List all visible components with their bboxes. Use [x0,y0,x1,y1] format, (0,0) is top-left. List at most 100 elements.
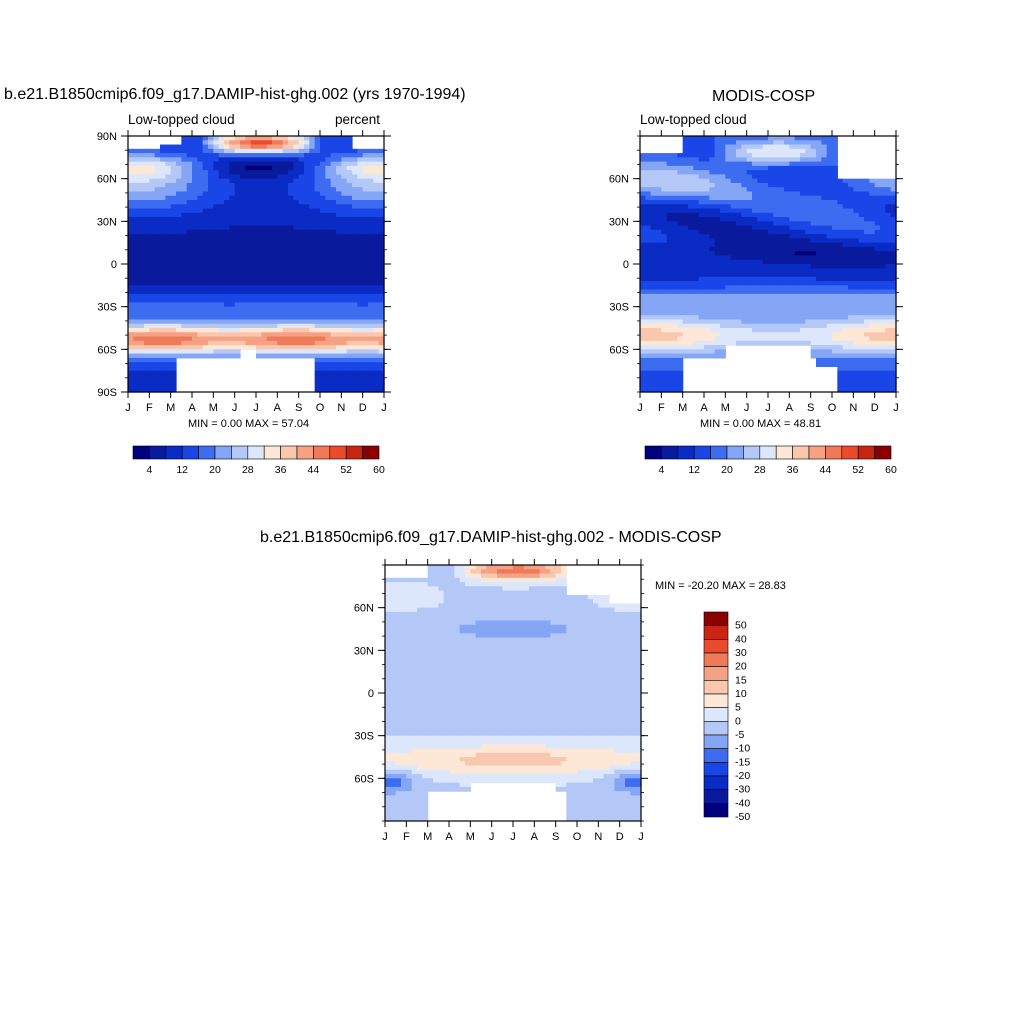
heatmap-cell [368,345,374,350]
heatmap-cell [784,285,790,291]
heatmap-cell [746,217,753,222]
heatmap-cell [858,242,865,248]
heatmap-cell [832,268,838,274]
heatmap-cell [325,165,332,171]
heatmap-cell [784,187,790,193]
heatmap-cell [202,302,209,308]
heatmap-cell [768,255,774,261]
heatmap-cell [784,238,790,244]
heatmap-cell [784,276,790,282]
heatmap-cell [853,246,860,252]
heatmap-cell [858,187,865,193]
heatmap-cell [272,136,278,141]
heatmap-cell [810,276,817,282]
heatmap-cell [352,208,358,214]
heatmap-cell [224,340,230,346]
heatmap-cell [714,161,721,167]
heatmap-cell [229,165,236,171]
heatmap-cell [245,259,252,265]
heatmap-cell [138,157,145,163]
heatmap-cell [741,204,748,210]
heatmap-cell [325,191,332,197]
heatmap-cell [773,195,780,201]
heatmap-cell [309,200,316,205]
heatmap-cell [234,285,241,291]
heatmap-cell [837,195,844,201]
heatmap-cell [693,148,700,154]
heatmap-cell [677,289,684,295]
heatmap-cell [709,217,716,222]
heatmap-cell [677,276,684,282]
heatmap-cell [192,170,198,175]
heatmap-cell [266,272,273,278]
heatmap-cell [640,191,646,197]
heatmap-cell [213,174,220,180]
heatmap-cell [160,221,166,227]
heatmap-cell [773,204,780,210]
heatmap-cell [736,246,742,252]
heatmap-cell [266,182,273,188]
heatmap-cell [224,251,230,257]
heatmap-cell [725,234,732,239]
heatmap-cell [778,340,785,346]
heatmap-cell [890,302,897,308]
heatmap-cell [714,208,721,214]
heatmap-cell [352,251,358,257]
heatmap-cell [666,319,673,325]
heatmap-cell [645,345,652,350]
heatmap-cell [192,340,198,346]
heatmap-cell [309,323,316,329]
heatmap-cell [250,161,257,167]
heatmap-cell [325,136,332,141]
heatmap-cell [666,281,673,286]
heatmap-cell [768,298,774,303]
heatmap-cell [645,319,652,325]
heatmap-cell [309,144,316,150]
heatmap-cell [864,293,870,299]
heatmap-cell [298,178,305,184]
heatmap-cell [208,272,214,278]
heatmap-cell [282,212,289,218]
heatmap-cell [714,234,721,239]
heatmap-cell [352,246,358,252]
heatmap-cell [170,225,177,231]
heatmap-cell [218,229,225,235]
heatmap-cell [325,374,332,380]
heatmap-cell [677,281,684,286]
heatmap-cell [160,174,166,180]
heatmap-cell [165,161,172,167]
heatmap-cell [133,345,140,350]
heatmap-cell [666,336,673,342]
heatmap-cell [186,182,193,188]
heatmap-cell [752,336,758,342]
heatmap-cell [757,187,764,193]
heatmap-cell [826,285,833,291]
heatmap-cell [688,259,694,265]
heatmap-cell [704,319,710,325]
heatmap-cell [784,153,790,158]
heatmap-cell [677,315,684,321]
heatmap-cell [858,340,865,346]
heatmap-cell [682,234,689,239]
heatmap-cell [336,370,342,376]
heatmap-cell [330,208,337,214]
heatmap-cell [661,302,668,308]
heatmap-cell [826,336,833,342]
heatmap-cell [666,242,673,248]
heatmap-cell [848,315,854,321]
heatmap-cell [181,315,188,321]
heatmap-cell [149,362,156,367]
heatmap-cell [160,208,166,214]
heatmap-cell [789,234,796,239]
heatmap-cell [805,140,812,146]
heatmap-cell [357,387,364,393]
heatmap-cell [133,182,140,188]
heatmap-cell [661,345,668,350]
heatmap-cell [240,136,246,141]
heatmap-cell [789,276,796,282]
heatmap-cell [832,310,838,316]
heatmap-cell [234,161,241,167]
heatmap-cell [362,187,369,193]
heatmap-cell [640,319,646,325]
heatmap-cell [682,259,689,265]
